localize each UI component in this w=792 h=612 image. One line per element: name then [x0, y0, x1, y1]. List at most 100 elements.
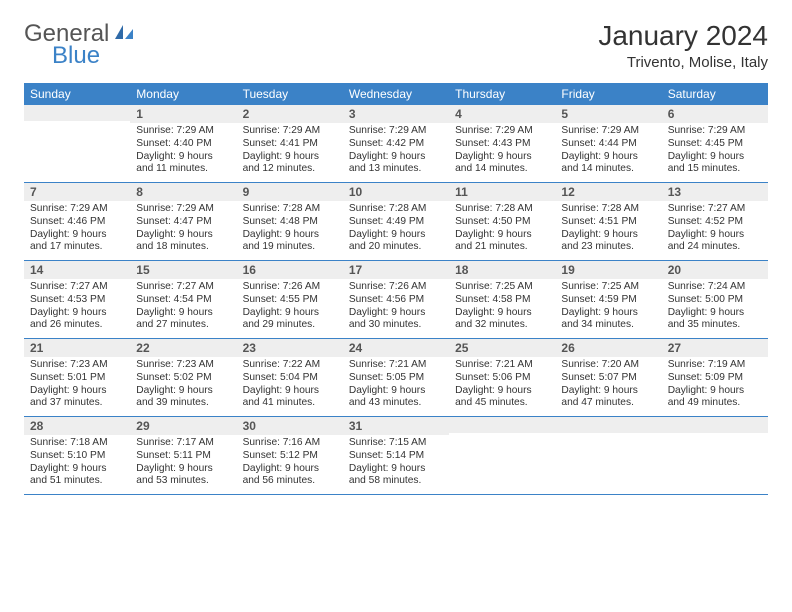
daylight-text: Daylight: 9 hours and 29 minutes. — [243, 307, 337, 333]
calendar-table: Sunday Monday Tuesday Wednesday Thursday… — [24, 83, 768, 495]
daylight-text: Daylight: 9 hours and 51 minutes. — [30, 463, 124, 489]
day-content: Sunrise: 7:29 AMSunset: 4:47 PMDaylight:… — [130, 201, 236, 260]
sunrise-text: Sunrise: 7:20 AM — [561, 359, 655, 372]
sunset-text: Sunset: 4:56 PM — [349, 294, 443, 307]
location: Trivento, Molise, Italy — [598, 54, 768, 71]
day-number: 11 — [449, 183, 555, 201]
sunrise-text: Sunrise: 7:29 AM — [30, 203, 124, 216]
sunrise-text: Sunrise: 7:29 AM — [136, 203, 230, 216]
daylight-text: Daylight: 9 hours and 14 minutes. — [455, 151, 549, 177]
day-number: 4 — [449, 105, 555, 123]
day-content — [24, 121, 130, 177]
day-content: Sunrise: 7:19 AMSunset: 5:09 PMDaylight:… — [662, 357, 768, 416]
dayhead-thu: Thursday — [449, 83, 555, 105]
day-number — [555, 417, 661, 433]
sunrise-text: Sunrise: 7:29 AM — [668, 125, 762, 138]
dayhead-fri: Friday — [555, 83, 661, 105]
sunrise-text: Sunrise: 7:29 AM — [136, 125, 230, 138]
title-block: January 2024 Trivento, Molise, Italy — [598, 20, 768, 71]
sunset-text: Sunset: 5:04 PM — [243, 372, 337, 385]
day-cell — [449, 417, 555, 495]
daylight-text: Daylight: 9 hours and 41 minutes. — [243, 385, 337, 411]
day-cell: 27Sunrise: 7:19 AMSunset: 5:09 PMDayligh… — [662, 339, 768, 417]
day-cell: 22Sunrise: 7:23 AMSunset: 5:02 PMDayligh… — [130, 339, 236, 417]
day-cell: 17Sunrise: 7:26 AMSunset: 4:56 PMDayligh… — [343, 261, 449, 339]
day-content: Sunrise: 7:27 AMSunset: 4:54 PMDaylight:… — [130, 279, 236, 338]
daylight-text: Daylight: 9 hours and 15 minutes. — [668, 151, 762, 177]
month-title: January 2024 — [598, 20, 768, 52]
daylight-text: Daylight: 9 hours and 34 minutes. — [561, 307, 655, 333]
sunrise-text: Sunrise: 7:19 AM — [668, 359, 762, 372]
sunset-text: Sunset: 4:59 PM — [561, 294, 655, 307]
sunset-text: Sunset: 5:12 PM — [243, 450, 337, 463]
daylight-text: Daylight: 9 hours and 56 minutes. — [243, 463, 337, 489]
sunset-text: Sunset: 4:50 PM — [455, 216, 549, 229]
day-cell: 6Sunrise: 7:29 AMSunset: 4:45 PMDaylight… — [662, 105, 768, 183]
day-cell: 1Sunrise: 7:29 AMSunset: 4:40 PMDaylight… — [130, 105, 236, 183]
day-header-row: Sunday Monday Tuesday Wednesday Thursday… — [24, 83, 768, 105]
sunset-text: Sunset: 4:43 PM — [455, 138, 549, 151]
week-row: 14Sunrise: 7:27 AMSunset: 4:53 PMDayligh… — [24, 261, 768, 339]
day-content: Sunrise: 7:20 AMSunset: 5:07 PMDaylight:… — [555, 357, 661, 416]
sunset-text: Sunset: 5:01 PM — [30, 372, 124, 385]
daylight-text: Daylight: 9 hours and 11 minutes. — [136, 151, 230, 177]
week-row: 1Sunrise: 7:29 AMSunset: 4:40 PMDaylight… — [24, 105, 768, 183]
day-number: 28 — [24, 417, 130, 435]
sunrise-text: Sunrise: 7:27 AM — [30, 281, 124, 294]
daylight-text: Daylight: 9 hours and 26 minutes. — [30, 307, 124, 333]
day-content: Sunrise: 7:26 AMSunset: 4:56 PMDaylight:… — [343, 279, 449, 338]
day-number — [449, 417, 555, 433]
day-cell: 2Sunrise: 7:29 AMSunset: 4:41 PMDaylight… — [237, 105, 343, 183]
day-cell: 26Sunrise: 7:20 AMSunset: 5:07 PMDayligh… — [555, 339, 661, 417]
dayhead-mon: Monday — [130, 83, 236, 105]
day-cell: 24Sunrise: 7:21 AMSunset: 5:05 PMDayligh… — [343, 339, 449, 417]
daylight-text: Daylight: 9 hours and 37 minutes. — [30, 385, 124, 411]
sunrise-text: Sunrise: 7:26 AM — [349, 281, 443, 294]
day-cell: 16Sunrise: 7:26 AMSunset: 4:55 PMDayligh… — [237, 261, 343, 339]
day-content: Sunrise: 7:23 AMSunset: 5:02 PMDaylight:… — [130, 357, 236, 416]
day-cell: 21Sunrise: 7:23 AMSunset: 5:01 PMDayligh… — [24, 339, 130, 417]
calendar-body: 1Sunrise: 7:29 AMSunset: 4:40 PMDaylight… — [24, 105, 768, 495]
sunset-text: Sunset: 4:47 PM — [136, 216, 230, 229]
day-cell: 13Sunrise: 7:27 AMSunset: 4:52 PMDayligh… — [662, 183, 768, 261]
logo-text-blue: Blue — [52, 42, 100, 70]
sunset-text: Sunset: 4:51 PM — [561, 216, 655, 229]
daylight-text: Daylight: 9 hours and 19 minutes. — [243, 229, 337, 255]
sunrise-text: Sunrise: 7:21 AM — [349, 359, 443, 372]
day-number: 19 — [555, 261, 661, 279]
week-row: 28Sunrise: 7:18 AMSunset: 5:10 PMDayligh… — [24, 417, 768, 495]
daylight-text: Daylight: 9 hours and 43 minutes. — [349, 385, 443, 411]
day-cell: 3Sunrise: 7:29 AMSunset: 4:42 PMDaylight… — [343, 105, 449, 183]
sunset-text: Sunset: 5:10 PM — [30, 450, 124, 463]
day-content — [662, 433, 768, 489]
day-content: Sunrise: 7:27 AMSunset: 4:52 PMDaylight:… — [662, 201, 768, 260]
day-content: Sunrise: 7:29 AMSunset: 4:43 PMDaylight:… — [449, 123, 555, 182]
sunset-text: Sunset: 4:46 PM — [30, 216, 124, 229]
daylight-text: Daylight: 9 hours and 21 minutes. — [455, 229, 549, 255]
day-content: Sunrise: 7:23 AMSunset: 5:01 PMDaylight:… — [24, 357, 130, 416]
sunrise-text: Sunrise: 7:15 AM — [349, 437, 443, 450]
sunset-text: Sunset: 4:58 PM — [455, 294, 549, 307]
day-cell: 15Sunrise: 7:27 AMSunset: 4:54 PMDayligh… — [130, 261, 236, 339]
day-cell: 5Sunrise: 7:29 AMSunset: 4:44 PMDaylight… — [555, 105, 661, 183]
day-number: 6 — [662, 105, 768, 123]
day-cell: 28Sunrise: 7:18 AMSunset: 5:10 PMDayligh… — [24, 417, 130, 495]
day-content: Sunrise: 7:22 AMSunset: 5:04 PMDaylight:… — [237, 357, 343, 416]
daylight-text: Daylight: 9 hours and 20 minutes. — [349, 229, 443, 255]
sunrise-text: Sunrise: 7:25 AM — [455, 281, 549, 294]
day-content: Sunrise: 7:28 AMSunset: 4:48 PMDaylight:… — [237, 201, 343, 260]
day-content: Sunrise: 7:29 AMSunset: 4:44 PMDaylight:… — [555, 123, 661, 182]
day-content: Sunrise: 7:26 AMSunset: 4:55 PMDaylight:… — [237, 279, 343, 338]
daylight-text: Daylight: 9 hours and 39 minutes. — [136, 385, 230, 411]
sunset-text: Sunset: 4:53 PM — [30, 294, 124, 307]
sunset-text: Sunset: 5:02 PM — [136, 372, 230, 385]
day-content: Sunrise: 7:16 AMSunset: 5:12 PMDaylight:… — [237, 435, 343, 494]
daylight-text: Daylight: 9 hours and 14 minutes. — [561, 151, 655, 177]
day-cell: 25Sunrise: 7:21 AMSunset: 5:06 PMDayligh… — [449, 339, 555, 417]
sunrise-text: Sunrise: 7:29 AM — [243, 125, 337, 138]
day-number: 12 — [555, 183, 661, 201]
day-content: Sunrise: 7:29 AMSunset: 4:46 PMDaylight:… — [24, 201, 130, 260]
day-cell: 10Sunrise: 7:28 AMSunset: 4:49 PMDayligh… — [343, 183, 449, 261]
sunrise-text: Sunrise: 7:28 AM — [455, 203, 549, 216]
day-number: 9 — [237, 183, 343, 201]
